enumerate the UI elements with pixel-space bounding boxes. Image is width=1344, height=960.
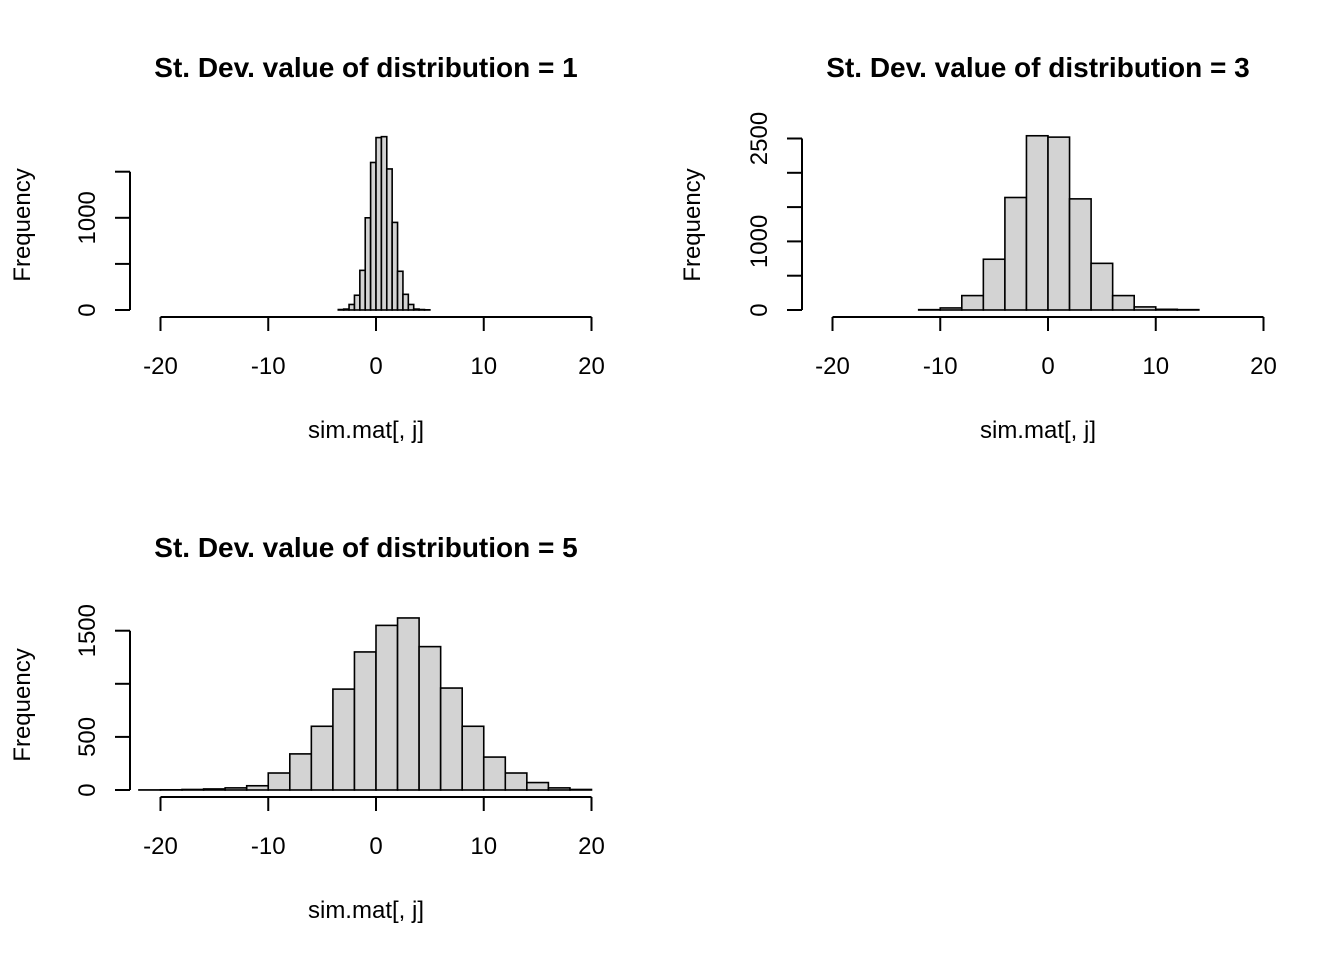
panel-2: St. Dev. value of distribution = 3 -20 -1… (679, 52, 1277, 444)
panel-2-ylabel: Frequency (679, 168, 706, 281)
histogram-bar (364, 217, 372, 311)
histogram-bar (396, 617, 420, 791)
panel-1-x-axis: -20 -10 0 10 20 (143, 316, 605, 380)
panel-1-title: St. Dev. value of distribution = 1 (154, 52, 577, 83)
histogram-bar (375, 136, 383, 311)
histogram-bar (353, 294, 361, 311)
histogram-bar (224, 787, 248, 791)
x-tick-label: 10 (470, 833, 497, 860)
histogram-bar (375, 624, 399, 791)
y-tick-label: 0 (74, 783, 101, 796)
panel-1-y-axis: 0 1000 (74, 170, 131, 317)
y-tick-label: 0 (74, 303, 101, 316)
histogram-bar (461, 725, 485, 791)
histogram-bar (391, 221, 399, 311)
histogram-bar (504, 772, 528, 791)
panel-3-y-axis: 0 500 1500 (74, 604, 131, 797)
y-tick-label: 1500 (74, 604, 101, 657)
panel-3: St. Dev. value of distribution = 5 -20 -1… (9, 532, 605, 924)
histogram-bar (267, 772, 291, 791)
histogram-bar (380, 135, 388, 311)
histogram-bar (1004, 196, 1028, 311)
panel-3-title: St. Dev. value of distribution = 5 (154, 532, 577, 563)
histogram-bar (982, 258, 1006, 311)
panel-3-ylabel: Frequency (9, 648, 36, 761)
histogram-bar (332, 688, 356, 791)
x-tick-label: 10 (470, 353, 497, 380)
histogram-bar (407, 303, 415, 311)
histogram-bar (569, 788, 593, 791)
x-tick-label: 10 (1142, 353, 1169, 380)
histogram-bar (402, 293, 410, 311)
x-tick-label: 0 (369, 353, 382, 380)
y-tick-label: 500 (74, 717, 101, 757)
y-tick-label: 0 (746, 303, 773, 316)
panel-3-xlabel: sim.mat[, j] (308, 897, 424, 924)
x-tick-label: -20 (815, 353, 850, 380)
x-tick-label: 20 (1250, 353, 1277, 380)
histogram-bar (310, 725, 334, 791)
x-tick-label: -10 (251, 353, 286, 380)
y-tick-label: 1000 (746, 215, 773, 268)
histogram-bar (1047, 136, 1071, 311)
panel-3-bars (138, 617, 593, 791)
panel-1: St. Dev. value of distribution = 1 -20 -1… (9, 52, 605, 444)
histogram-bar (385, 168, 393, 311)
histogram-bar (288, 753, 313, 791)
panel-1-xlabel: sim.mat[, j] (308, 417, 424, 444)
histogram-bar (1025, 134, 1049, 311)
x-tick-label: 0 (1041, 353, 1054, 380)
histogram-bar (359, 269, 367, 311)
histogram-bar (439, 687, 463, 791)
x-tick-label: -10 (251, 833, 286, 860)
x-tick-label: -10 (923, 353, 958, 380)
histogram-bar (547, 787, 571, 791)
histogram-bar (412, 308, 420, 311)
histogram-bar (396, 270, 404, 311)
histogram-bar (526, 781, 550, 791)
panel-2-y-axis: 0 1000 2500 (746, 112, 803, 317)
histogram-bar (1090, 262, 1114, 311)
histogram-bar (245, 784, 270, 791)
panel-3-x-axis: -20 -10 0 10 20 (143, 796, 605, 860)
histogram-bar (960, 294, 985, 311)
x-tick-label: 0 (369, 833, 382, 860)
histogram-bar (1111, 294, 1136, 311)
histogram-bar (418, 645, 442, 791)
histogram-bar (342, 308, 350, 311)
histogram-bar (1068, 198, 1092, 311)
histogram-bar (1154, 308, 1179, 311)
panel-1-bars (337, 135, 431, 311)
histogram-bar (181, 788, 205, 791)
panel-1-ylabel: Frequency (9, 168, 36, 281)
x-tick-label: -20 (143, 353, 178, 380)
histogram-bar (1133, 306, 1157, 311)
x-tick-label: 20 (578, 353, 605, 380)
x-tick-label: 20 (578, 833, 605, 860)
histogram-bar (939, 307, 963, 311)
histogram-bar (353, 651, 377, 791)
x-tick-label: -20 (143, 833, 178, 860)
panel-2-x-axis: -20 -10 0 10 20 (815, 316, 1277, 380)
histogram-bar (202, 788, 226, 791)
panel-2-bars (917, 134, 1200, 311)
histogram-bar (482, 756, 507, 791)
panel-2-xlabel: sim.mat[, j] (980, 417, 1096, 444)
y-tick-label: 1000 (74, 191, 101, 244)
y-tick-label: 2500 (746, 112, 773, 165)
histogram-bar (348, 303, 356, 311)
histogram-bar (369, 161, 377, 311)
panel-2-title: St. Dev. value of distribution = 3 (826, 52, 1249, 83)
